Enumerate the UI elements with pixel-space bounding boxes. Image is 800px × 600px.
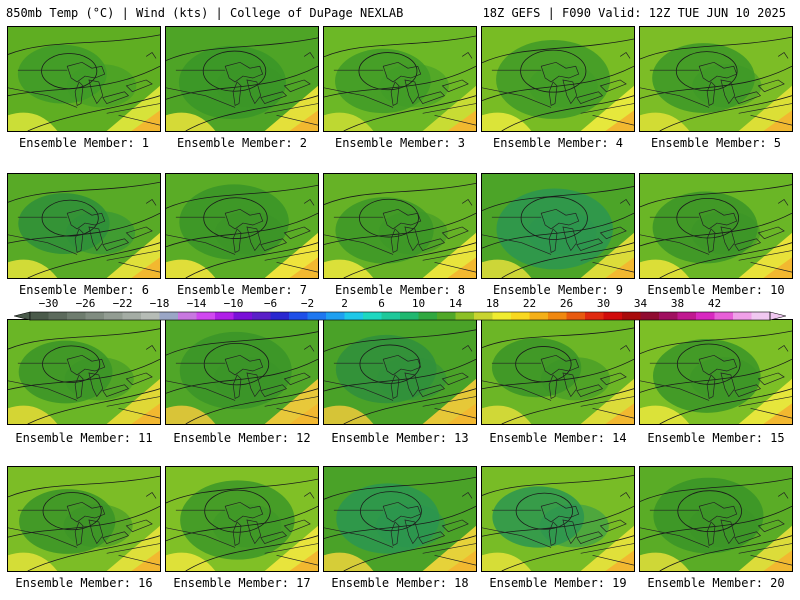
ensemble-member-label: Ensemble Member: 11	[15, 431, 153, 445]
ensemble-member-map	[7, 173, 161, 279]
temperature-colorbar	[14, 300, 786, 322]
ensemble-member-map	[7, 26, 161, 132]
ensemble-member-label: Ensemble Member: 16	[15, 576, 153, 590]
ensemble-member-map	[7, 466, 161, 572]
colorbar-tick-label: 22	[522, 297, 537, 310]
ensemble-member-map	[481, 319, 635, 425]
colorbar-tick-label: −2	[300, 297, 315, 310]
model-run-info: 18Z GEFS | F090 Valid: 12Z TUE JUN 10 20…	[482, 6, 786, 20]
colorbar-tick-label: −6	[263, 297, 278, 310]
ensemble-member-label: Ensemble Member: 17	[173, 576, 311, 590]
ensemble-member-label: Ensemble Member: 8	[334, 283, 466, 297]
ensemble-member-label: Ensemble Member: 9	[492, 283, 624, 297]
map-title: 850mb Temp (°C) | Wind (kts) | College o…	[6, 6, 404, 20]
ensemble-member-map	[639, 26, 793, 132]
ensemble-member-map	[639, 319, 793, 425]
ensemble-member-label: Ensemble Member: 18	[331, 576, 469, 590]
colorbar-tick-label: 14	[448, 297, 463, 310]
ensemble-member-label: Ensemble Member: 12	[173, 431, 311, 445]
colorbar-tick-label: −18	[149, 297, 170, 310]
ensemble-member-label: Ensemble Member: 5	[650, 136, 782, 150]
colorbar-tick-label: −22	[112, 297, 133, 310]
ensemble-member-map	[481, 466, 635, 572]
ensemble-member-map	[7, 319, 161, 425]
ensemble-member-map	[481, 26, 635, 132]
colorbar-tick-label: −14	[186, 297, 207, 310]
ensemble-member-label: Ensemble Member: 13	[331, 431, 469, 445]
colorbar-tick-label: 10	[411, 297, 426, 310]
colorbar-tick-label: 30	[596, 297, 611, 310]
ensemble-member-map	[165, 319, 319, 425]
colorbar-tick-label: 2	[341, 297, 348, 310]
colorbar-tick-label: 26	[559, 297, 574, 310]
ensemble-member-label: Ensemble Member: 7	[176, 283, 308, 297]
ensemble-member-map	[165, 173, 319, 279]
colorbar-tick-label: −10	[223, 297, 244, 310]
colorbar-tick-label: −30	[38, 297, 59, 310]
ensemble-member-map	[323, 26, 477, 132]
ensemble-member-label: Ensemble Member: 20	[647, 576, 785, 590]
colorbar-tick-label: 6	[378, 297, 385, 310]
colorbar-tick-label: −26	[75, 297, 96, 310]
ensemble-member-map	[323, 173, 477, 279]
ensemble-member-map	[481, 173, 635, 279]
ensemble-member-label: Ensemble Member: 19	[489, 576, 627, 590]
colorbar-tick-label: 18	[485, 297, 500, 310]
ensemble-member-map	[323, 319, 477, 425]
ensemble-member-label: Ensemble Member: 6	[18, 283, 150, 297]
ensemble-member-label: Ensemble Member: 2	[176, 136, 308, 150]
colorbar-tick-label: 34	[633, 297, 648, 310]
ensemble-member-label: Ensemble Member: 1	[18, 136, 150, 150]
ensemble-member-label: Ensemble Member: 14	[489, 431, 627, 445]
ensemble-member-map	[639, 466, 793, 572]
colorbar-tick-label: 38	[670, 297, 685, 310]
ensemble-member-label: Ensemble Member: 10	[647, 283, 785, 297]
ensemble-member-map	[323, 466, 477, 572]
ensemble-member-map	[165, 466, 319, 572]
ensemble-member-label: Ensemble Member: 3	[334, 136, 466, 150]
colorbar-tick-label: 42	[707, 297, 722, 310]
ensemble-member-label: Ensemble Member: 4	[492, 136, 624, 150]
ensemble-member-map	[639, 173, 793, 279]
ensemble-member-map	[165, 26, 319, 132]
ensemble-member-label: Ensemble Member: 15	[647, 431, 785, 445]
